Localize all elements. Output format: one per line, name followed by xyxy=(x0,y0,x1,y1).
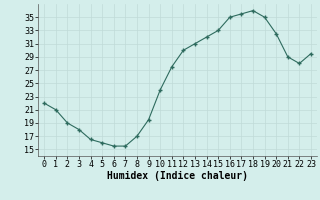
X-axis label: Humidex (Indice chaleur): Humidex (Indice chaleur) xyxy=(107,171,248,181)
